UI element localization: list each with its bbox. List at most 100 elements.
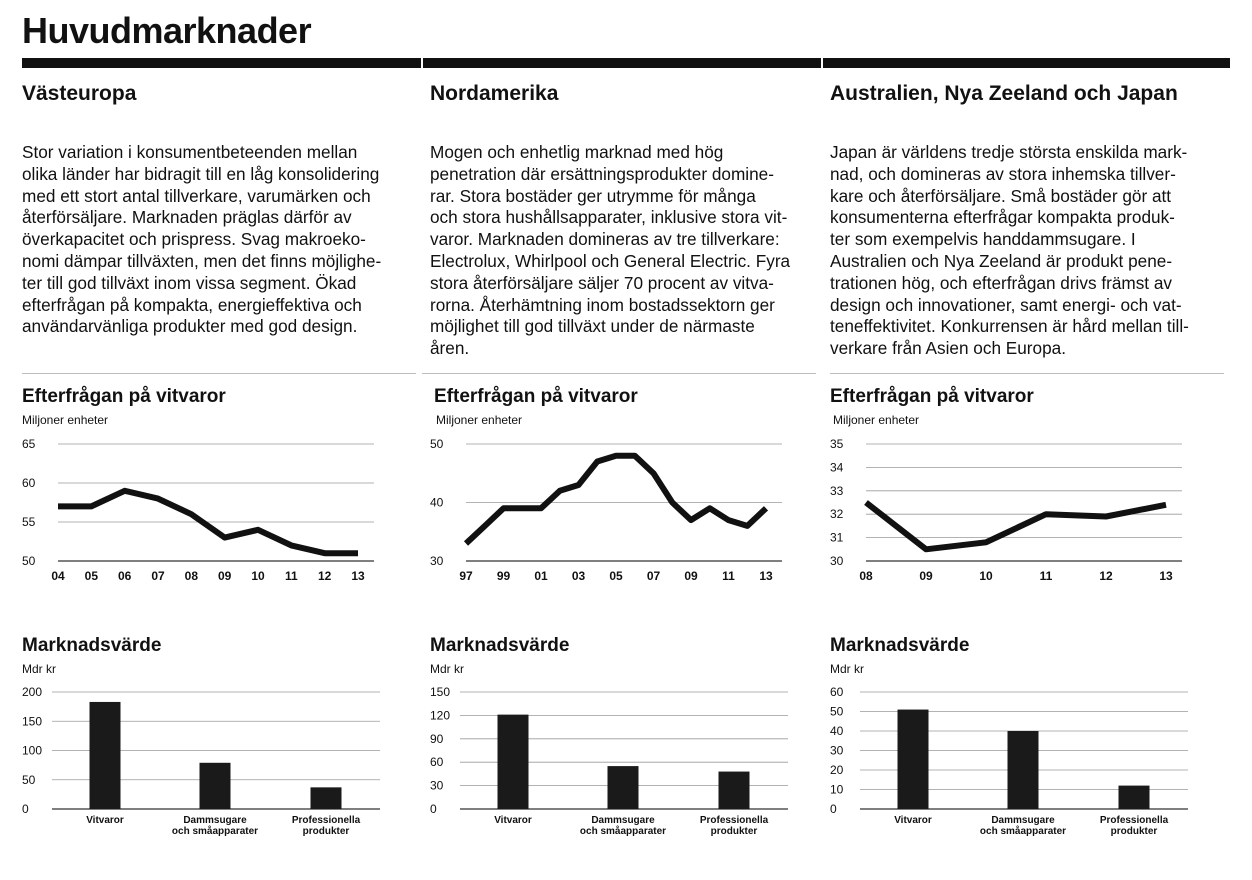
x-tick-label: 04	[51, 569, 65, 583]
bar	[89, 701, 121, 809]
category-label: Dammsugare	[991, 815, 1055, 826]
section-divider	[830, 373, 1224, 374]
text-line: Mogen och enhetlig marknad med hög	[430, 142, 724, 162]
text-line: trationen hög, och efterfrågan drivs frä…	[830, 272, 1173, 293]
category-label: Vitvaror	[894, 815, 932, 826]
region-title: Australien, Nya Zeeland och Japan	[830, 82, 1178, 105]
market-value-chart-unit: Mdr kr	[430, 662, 464, 676]
text-line: och stora hushållsapparater, inklusive s…	[430, 207, 788, 228]
region-title: Västeuropa	[22, 82, 137, 105]
text-line: Electrolux, Whirlpool och General Electr…	[430, 250, 791, 271]
category-label: och småapparater	[980, 825, 1066, 837]
x-tick-label: 10	[251, 569, 265, 583]
category-label: Professionella	[700, 815, 769, 826]
demand-line-chart: 50 55 60 65 04 05 06 07 08 09 10 11 12 13	[22, 437, 374, 583]
y-tick-label: 31	[830, 531, 844, 545]
x-tick-label: 13	[1159, 569, 1173, 583]
y-tick-label: 30	[430, 554, 444, 568]
y-tick-label: 50	[22, 773, 36, 787]
y-tick-label: 120	[430, 708, 450, 722]
category-label: Vitvaror	[494, 815, 532, 826]
text-line: efterfrågan på kompakta, energieffektiva…	[22, 294, 362, 315]
category-label: produkter	[303, 826, 350, 837]
x-tick-label: 01	[534, 569, 548, 583]
x-tick-label: 03	[572, 569, 586, 583]
category-label: Dammsugare	[183, 815, 247, 826]
x-tick-label: 12	[1099, 569, 1113, 583]
demand-chart-unit: Miljoner enheter	[22, 413, 109, 427]
demand-series-line	[58, 487, 358, 557]
column-separator	[421, 58, 423, 68]
demand-chart-unit: Miljoner enheter	[833, 413, 920, 427]
demand-line-chart: 30 31 32 33 34 35 08 09 10 11 12 13	[830, 437, 1182, 583]
x-tick-label: 05	[609, 569, 623, 583]
section-divider	[22, 373, 416, 374]
y-tick-label: 34	[830, 460, 844, 474]
region-description: Mogen och enhetlig marknad med hög penet…	[430, 142, 824, 360]
text-line: kare och återförsäljare. Små bostäder gö…	[830, 185, 1172, 206]
bar	[199, 762, 231, 809]
y-tick-label: 35	[830, 437, 844, 451]
demand-chart-unit: Miljoner enheter	[436, 413, 523, 427]
demand-chart-title: Efterfrågan på vitvaror	[434, 386, 638, 407]
y-tick-label: 60	[430, 755, 444, 769]
category-label: Professionella	[292, 815, 361, 826]
y-tick-label: 65	[22, 437, 36, 451]
text-line: teneffektivitet. Konkurrensen är hård me…	[830, 316, 1189, 337]
x-tick-label: 10	[979, 569, 993, 583]
region-title: Nordamerika	[430, 82, 559, 105]
bar	[1118, 785, 1150, 809]
text-line: åren.	[430, 338, 470, 359]
column-separator	[821, 58, 823, 68]
section-divider	[422, 373, 816, 374]
demand-chart-title: Efterfrågan på vitvaror	[22, 386, 226, 407]
x-tick-label: 08	[185, 569, 199, 583]
text-line: rar. Stora bostäder ger utrymme för mång…	[430, 185, 756, 206]
bar	[718, 771, 750, 809]
text-line: möjlighet till god tillväxt under de när…	[430, 316, 755, 337]
x-tick-label: 06	[118, 569, 132, 583]
demand-series-line	[463, 452, 769, 546]
category-label: och småapparater	[172, 825, 258, 837]
region-description: Stor variation i konsumentbeteenden mell…	[22, 142, 416, 338]
x-tick-label: 08	[859, 569, 873, 583]
text-line: konsumenterna efterfrågar kompakta produ…	[830, 207, 1175, 228]
y-tick-label: 30	[830, 554, 844, 568]
text-line: stora återförsäljare säljer 70 procent a…	[430, 272, 774, 293]
x-tick-label: 13	[351, 569, 365, 583]
bar	[497, 714, 529, 809]
bar	[310, 787, 342, 809]
x-tick-label: 11	[1040, 569, 1053, 583]
text-line: Australien och Nya Zeeland är produkt pe…	[830, 250, 1173, 271]
market-value-chart-title: Marknadsvärde	[22, 635, 162, 656]
market-value-chart-unit: Mdr kr	[22, 662, 56, 676]
category-label: produkter	[711, 826, 758, 837]
y-tick-label: 90	[430, 732, 444, 746]
text-line: ter till god tillväxt inom vissa segment…	[22, 272, 357, 293]
y-tick-label: 40	[430, 496, 444, 510]
text-line: användarvänliga produkter med god design…	[22, 316, 358, 337]
x-tick-label: 09	[218, 569, 232, 583]
x-tick-label: 09	[919, 569, 933, 583]
text-line: Japan är världens tredje största enskild…	[830, 142, 1188, 162]
x-tick-label: 07	[151, 569, 165, 583]
market-value-chart-title: Marknadsvärde	[430, 635, 570, 656]
text-line: design och innovationer, samt energi- oc…	[830, 294, 1182, 315]
x-tick-label: 99	[497, 569, 511, 583]
y-tick-label: 200	[22, 685, 42, 699]
x-tick-label: 12	[318, 569, 332, 583]
y-tick-label: 60	[22, 476, 36, 490]
text-line: återförsäljare. Marknaden präglas därför…	[22, 207, 352, 228]
demand-chart-title: Efterfrågan på vitvaror	[830, 386, 1034, 407]
text-line: överkapacitet och prispress. Svag makroe…	[22, 229, 366, 250]
market-value-chart-title: Marknadsvärde	[830, 635, 970, 656]
y-tick-label: 10	[830, 783, 844, 797]
y-tick-label: 20	[830, 763, 844, 777]
page-title: Huvudmarknader	[22, 10, 312, 51]
category-label: och småapparater	[580, 825, 666, 837]
y-tick-label: 150	[430, 685, 450, 699]
x-tick-label: 07	[647, 569, 661, 583]
category-label: Vitvaror	[86, 815, 124, 826]
